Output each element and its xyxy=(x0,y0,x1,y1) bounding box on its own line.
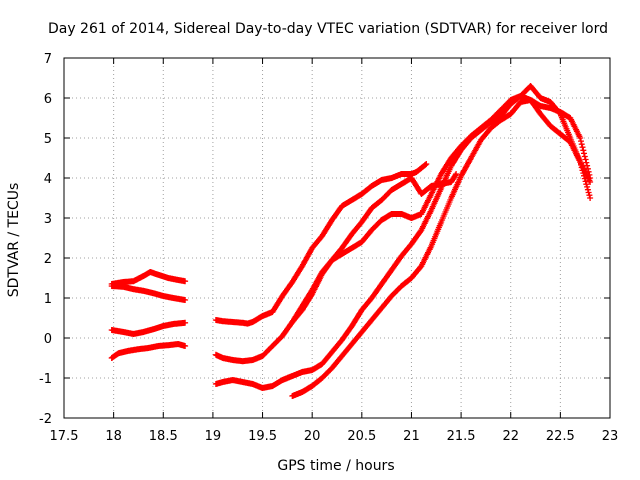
y-tick-label: 4 xyxy=(44,172,52,187)
series-track-a4 xyxy=(108,341,189,361)
x-tick-label: 23 xyxy=(602,429,619,444)
data-point-markers xyxy=(289,93,594,325)
series-track-b3 xyxy=(212,83,594,391)
y-tick-label: -2 xyxy=(39,412,52,427)
series-track-b4 xyxy=(289,97,594,399)
series-track-b5 xyxy=(289,93,594,325)
x-tick-label: 22.5 xyxy=(546,429,575,444)
x-tick-label: 22 xyxy=(502,429,519,444)
y-tick-label: 2 xyxy=(44,252,52,267)
series-track-b1 xyxy=(212,161,430,327)
data-point-markers xyxy=(212,83,594,391)
y-tick-label: 7 xyxy=(44,52,52,67)
x-axis-label: GPS time / hours xyxy=(277,458,394,474)
x-tick-label: 20.5 xyxy=(347,429,376,444)
data-point-markers xyxy=(108,319,189,337)
x-tick-label: 20 xyxy=(304,429,321,444)
y-tick-label: 3 xyxy=(44,212,52,227)
y-axis-label: SDTVAR / TECUs xyxy=(6,183,22,298)
data-marks xyxy=(108,83,594,399)
y-tick-label: 0 xyxy=(44,332,52,347)
data-point-markers xyxy=(108,283,189,303)
series-track-a2 xyxy=(108,283,189,303)
data-point-markers xyxy=(108,341,189,361)
x-tick-label: 17.5 xyxy=(50,429,79,444)
x-tick-label: 21.5 xyxy=(447,429,476,444)
plot-frame xyxy=(63,57,611,419)
y-tick-label: -1 xyxy=(39,372,52,387)
y-tick-label: 1 xyxy=(44,292,52,307)
x-tick-label: 19.5 xyxy=(248,429,277,444)
data-point-markers xyxy=(212,161,430,327)
y-tick-label: 6 xyxy=(44,92,52,107)
x-tick-label: 19 xyxy=(205,429,222,444)
series-track-a3 xyxy=(108,319,189,337)
y-tick-label: 5 xyxy=(44,132,52,147)
x-tick-label: 18.5 xyxy=(149,429,178,444)
x-tick-label: 21 xyxy=(403,429,420,444)
axis-ticks: 17.5 18 18.5 19 19.5 20 20.5 21 21.5 22 22.5 23-2-1… xyxy=(39,52,618,444)
x-tick-label: 18 xyxy=(105,429,122,444)
data-point-markers xyxy=(289,97,594,399)
chart-title: Day 261 of 2014, Sidereal Day-to-day VTE… xyxy=(48,21,608,37)
